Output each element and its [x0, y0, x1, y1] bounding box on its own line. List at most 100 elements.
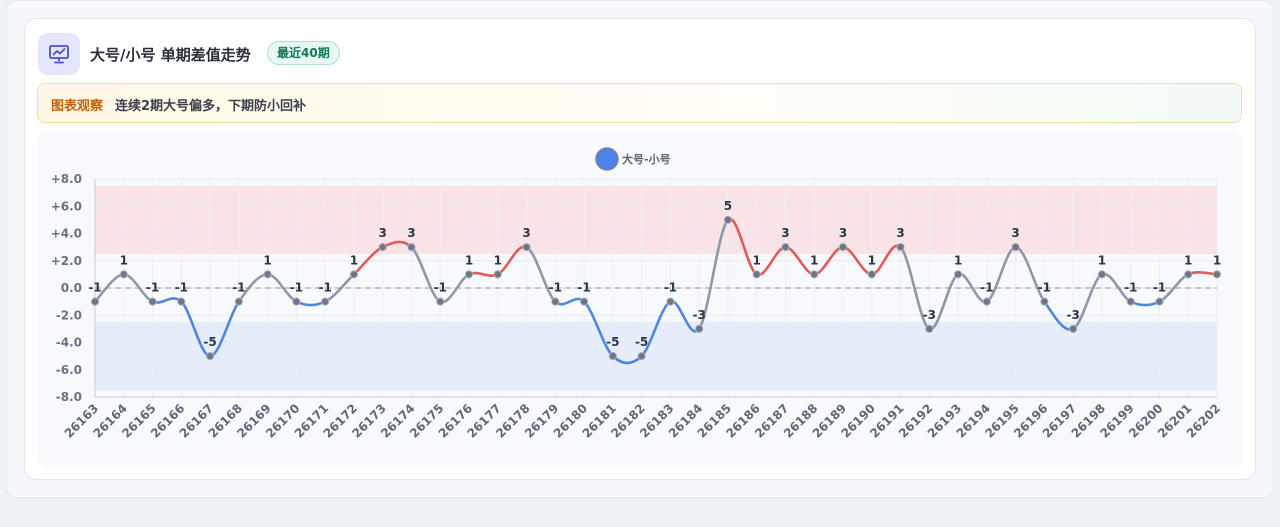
data-point [896, 243, 905, 252]
data-point [781, 243, 790, 252]
data-point [953, 270, 963, 279]
chart-presentation-icon [38, 33, 80, 75]
data-point [234, 297, 243, 306]
y-tick-label: -4.0 [56, 336, 82, 350]
data-point [177, 297, 186, 306]
data-point [608, 352, 617, 361]
data-label: -5 [606, 335, 619, 349]
data-label: -5 [203, 335, 216, 349]
data-point [90, 297, 100, 306]
data-label: -1 [146, 281, 159, 295]
data-label: -1 [1038, 281, 1051, 295]
y-tick-label: -8.0 [56, 390, 82, 404]
y-tick-label: +2.0 [51, 254, 82, 268]
data-point [867, 270, 876, 279]
line-segment [467, 271, 500, 277]
observation-label: 图表观察 [51, 99, 104, 114]
line-segment [899, 245, 931, 331]
data-point [119, 270, 128, 279]
data-label: 5 [724, 199, 732, 213]
data-point [982, 297, 991, 306]
data-label: 1 [494, 253, 502, 267]
line-segment [554, 297, 586, 306]
data-label: 1 [1213, 253, 1221, 267]
data-label: -1 [1124, 281, 1137, 295]
data-label: 1 [1098, 253, 1106, 267]
data-point [464, 270, 474, 279]
legend-label: 大号-小号 [622, 152, 671, 166]
data-label: 1 [1184, 253, 1192, 267]
line-segment [295, 300, 327, 307]
data-label: -1 [980, 281, 993, 295]
data-label: -1 [290, 281, 303, 295]
data-point [321, 297, 330, 306]
y-tick-label: -2.0 [56, 308, 82, 322]
line-segment [1186, 271, 1219, 276]
data-label: 1 [868, 253, 876, 267]
data-point [407, 243, 416, 252]
data-label: -1 [434, 281, 447, 295]
data-point [551, 297, 560, 306]
lower-band [95, 322, 1217, 391]
data-point [1040, 297, 1049, 306]
data-point [493, 270, 502, 279]
data-point [666, 297, 675, 306]
data-point [925, 324, 934, 333]
upper-band [95, 185, 1217, 254]
data-label: -1 [664, 281, 677, 295]
y-tick-label: +4.0 [51, 227, 82, 241]
data-point [436, 297, 445, 306]
data-label: 3 [407, 226, 415, 240]
data-label: -1 [318, 281, 331, 295]
data-point [1155, 297, 1164, 306]
data-label: 3 [522, 226, 530, 240]
legend-marker [595, 147, 619, 171]
data-point [205, 352, 215, 361]
data-point [579, 297, 589, 306]
data-point [1126, 297, 1135, 306]
data-label: 1 [263, 253, 271, 267]
data-point [723, 215, 733, 224]
data-point [1011, 243, 1020, 252]
data-point [1069, 324, 1078, 333]
data-label: 3 [1011, 226, 1019, 240]
line-segment [151, 297, 183, 304]
data-point [263, 270, 272, 279]
y-tick-label: -6.0 [56, 363, 82, 377]
chart-title: 大号/小号 单期差值走势 [90, 46, 251, 64]
data-label: 1 [954, 253, 962, 267]
data-label: -1 [88, 281, 101, 295]
y-tick-label: 0.0 [61, 281, 82, 295]
data-label: 1 [120, 253, 128, 267]
data-point [637, 352, 646, 361]
data-label: 3 [896, 226, 904, 240]
data-label: -3 [1066, 308, 1079, 322]
data-point [349, 270, 359, 279]
data-label: -5 [635, 335, 648, 349]
data-label: -1 [577, 281, 590, 295]
data-label: 1 [350, 253, 358, 267]
data-point [148, 297, 157, 306]
data-point [1097, 270, 1107, 279]
line-segment [1129, 300, 1161, 307]
data-point [810, 270, 819, 279]
data-label: -1 [1153, 281, 1166, 295]
data-label: -3 [923, 308, 936, 322]
data-label: 1 [465, 253, 473, 267]
data-label: -1 [232, 281, 245, 295]
y-tick-label: +6.0 [51, 199, 82, 213]
data-point [695, 324, 704, 333]
y-tick-label: +8.0 [51, 172, 82, 186]
data-point [378, 243, 387, 252]
data-label: 3 [781, 226, 789, 240]
data-point [838, 243, 848, 252]
data-label: 1 [753, 253, 761, 267]
observation-text: 连续2期大号偏多，下期防小回补 [115, 99, 307, 114]
data-point [522, 243, 531, 252]
data-label: -1 [549, 281, 562, 295]
data-label: 1 [810, 253, 818, 267]
data-label: -1 [175, 281, 188, 295]
observation-banner: 图表观察 连续2期大号偏多，下期防小回补 [37, 83, 1242, 123]
data-label: 3 [379, 226, 387, 240]
line-segment [697, 218, 730, 331]
